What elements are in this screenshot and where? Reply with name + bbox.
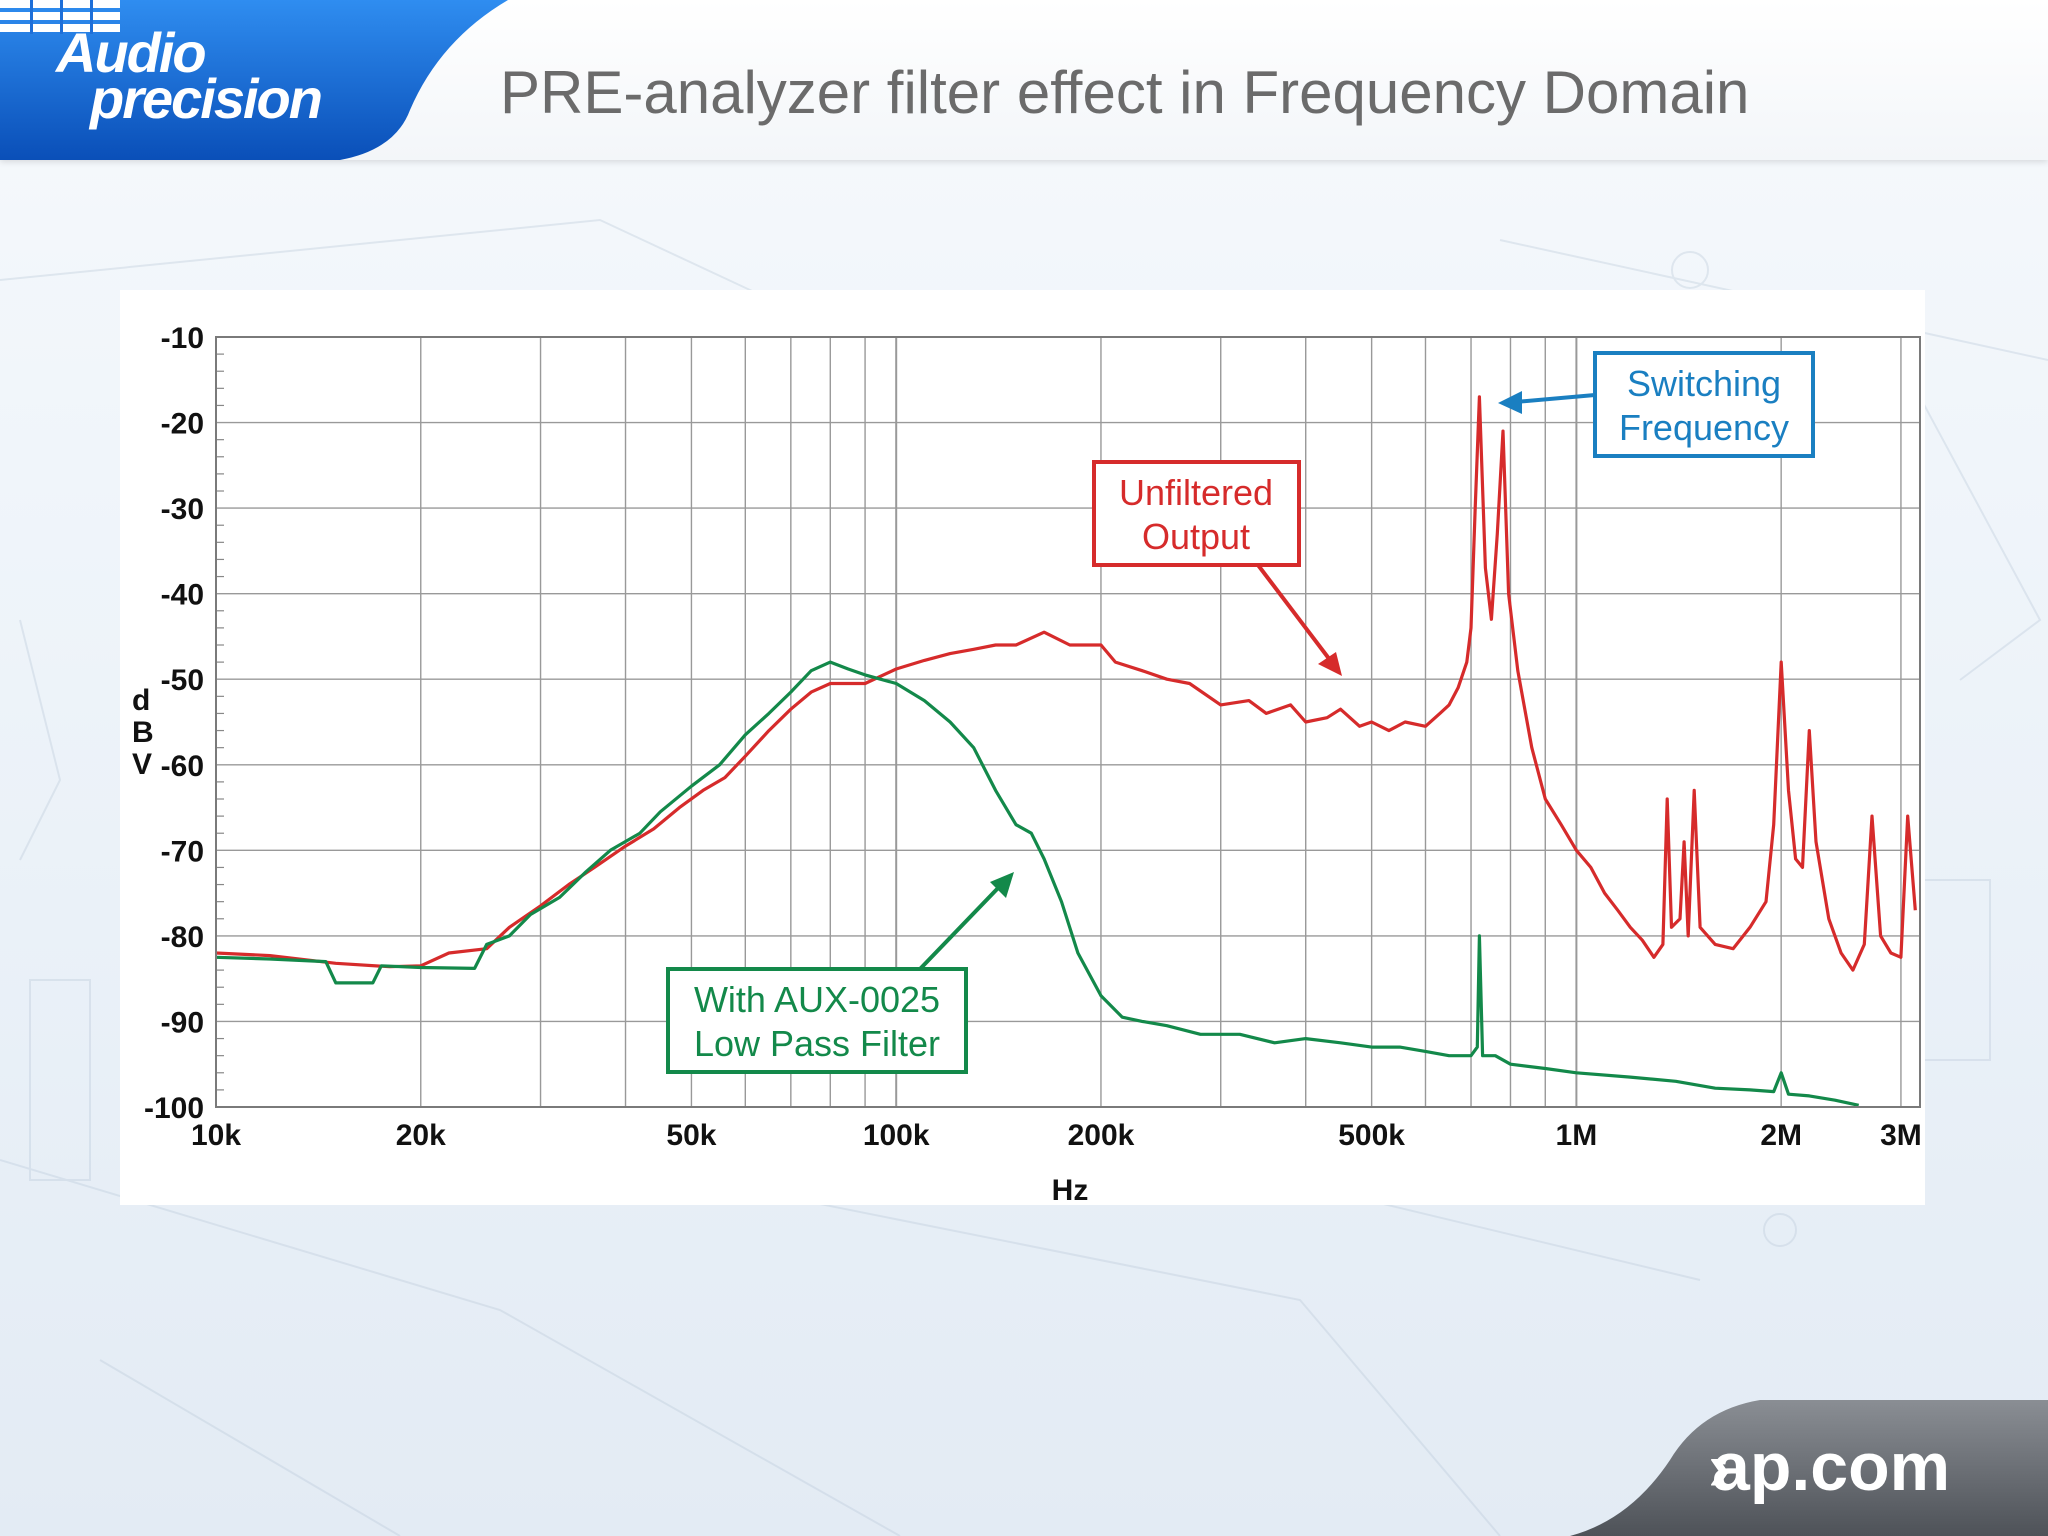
footer-site-link[interactable]: ap.com: [1712, 1429, 1951, 1505]
logo-line1: Audio: [56, 21, 207, 84]
unfiltered-arrow-head: [1318, 652, 1342, 676]
x-tick-label: 1M: [1556, 1119, 1598, 1152]
filtered-callout: With AUX-0025 Low Pass Filter: [666, 872, 1014, 1074]
switching-arrow-head: [1498, 391, 1522, 414]
x-axis: 10k 20k 50k 100k 200k 500k 1M 2M 3M: [191, 1119, 1922, 1152]
unfiltered-output-callout: Unfiltered Output: [1092, 460, 1342, 676]
page-title: PRE-analyzer filter effect in Frequency …: [500, 59, 1750, 126]
switching-callout-line1: Switching: [1627, 363, 1781, 404]
logo-wordmark: Audio precision: [56, 21, 323, 130]
y-tick-label: -30: [161, 493, 204, 526]
y-tick-label: -60: [161, 750, 204, 783]
series-line-filtered: [215, 660, 1860, 1107]
filtered-arrow-line: [918, 884, 1002, 971]
filtered-callout-line2: Low Pass Filter: [694, 1023, 940, 1064]
y-axis: -10 -20 -30 -40 -50 -60 -70 -80 -90 -100: [144, 322, 204, 1125]
x-tick-label: 500k: [1338, 1119, 1405, 1152]
unfiltered-callout-line1: Unfiltered: [1119, 472, 1273, 513]
plot-frame: [215, 336, 1921, 1108]
series: [215, 395, 1917, 1107]
y-tick-label: -20: [161, 408, 204, 441]
unfiltered-arrow-line: [1256, 563, 1332, 662]
x-axis-label: Hz: [1052, 1174, 1089, 1205]
x-tick-label: 200k: [1068, 1119, 1135, 1152]
x-tick-label: 50k: [666, 1119, 716, 1152]
filtered-callout-line1: With AUX-0025: [694, 979, 940, 1020]
y-tick-label: -70: [161, 835, 204, 868]
switching-frequency-callout: Switching Frequency: [1498, 351, 1815, 458]
logo-bars-icon: [0, 0, 120, 34]
switching-callout-line2: Frequency: [1619, 407, 1789, 448]
slide-header: Audio precision PRE-analyzer filter effe…: [0, 0, 2048, 160]
frequency-chart: -10 -20 -30 -40 -50 -60 -70 -80 -90 -100 10k 20k 50…: [132, 322, 1922, 1207]
y-tick-label: -50: [161, 664, 204, 697]
logo-background: [0, 0, 508, 160]
x-tick-label: 10k: [191, 1119, 241, 1152]
switching-arrow-line: [1514, 393, 1596, 404]
y-tick-label: -80: [161, 921, 204, 954]
x-tick-label: 3M: [1880, 1119, 1922, 1152]
footer-badge: [1570, 1400, 2048, 1536]
chevron-right-icon: ›: [1708, 1429, 1731, 1505]
y-tick-label: -100: [144, 1092, 204, 1125]
filtered-arrow-head: [990, 872, 1014, 898]
x-tick-label: 100k: [863, 1119, 930, 1152]
chart-panel: -10 -20 -30 -40 -50 -60 -70 -80 -90 -100 10k 20k 50…: [120, 290, 1925, 1207]
x-tick-label: 20k: [396, 1119, 446, 1152]
series-line-unfiltered: [215, 395, 1917, 972]
y-tick-label: -90: [161, 1006, 204, 1039]
y-tick-label: -40: [161, 579, 204, 612]
logo-line2: precision: [90, 67, 323, 130]
logo: Audio precision: [0, 0, 520, 160]
y-tick-label: -10: [161, 322, 204, 355]
x-tick-label: 2M: [1760, 1119, 1802, 1152]
unfiltered-callout-line2: Output: [1142, 516, 1250, 557]
